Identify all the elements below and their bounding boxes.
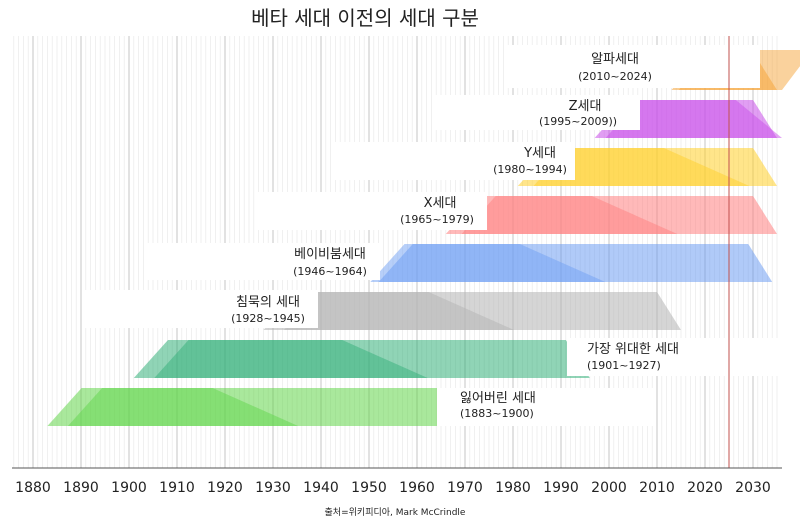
- generation-range: (1883~1900): [460, 407, 534, 420]
- generation-range: (1965~1979): [400, 213, 474, 226]
- generation-range: (1946~1964): [293, 265, 367, 278]
- x-tick-label: 2000: [591, 480, 627, 496]
- band-2: [432, 95, 782, 138]
- generation-name: 침묵의 세대: [236, 295, 300, 310]
- band-1: [505, 45, 800, 90]
- band-core: [283, 292, 515, 330]
- x-tick-label: 1980: [495, 480, 531, 496]
- label-box: [145, 243, 380, 280]
- label-box: [255, 192, 487, 230]
- x-tick-label: 1880: [15, 480, 51, 496]
- band-core: [605, 100, 782, 138]
- band-core: [67, 388, 299, 426]
- generation-range: (1928~1945): [231, 312, 305, 325]
- band-8: [47, 388, 655, 426]
- label-box: [335, 142, 575, 180]
- generation-name: Z세대: [569, 99, 602, 114]
- x-tick-label: 1960: [399, 480, 435, 496]
- chart-title: 베타 세대 이전의 세대 구분: [251, 6, 479, 30]
- band-core: [154, 340, 428, 378]
- label-box: [437, 388, 655, 426]
- x-tick-label: 2010: [639, 480, 675, 496]
- x-tick-label: 2030: [735, 480, 771, 496]
- generation-bands: [47, 45, 800, 426]
- x-tick-label: 1930: [255, 480, 291, 496]
- generation-name: 가장 위대한 세대: [587, 342, 679, 357]
- band-4: [255, 192, 777, 234]
- generation-name: Y세대: [523, 146, 556, 161]
- generation-name: 잃어버린 세대: [460, 391, 536, 406]
- x-tick-label: 1920: [207, 480, 243, 496]
- generation-name: 베이비붐세대: [294, 247, 366, 262]
- label-box: [85, 290, 318, 328]
- generation-name: X세대: [424, 196, 457, 211]
- label-box: [567, 338, 780, 376]
- band-3: [335, 142, 777, 186]
- label-box: [432, 95, 640, 130]
- x-tick-label: 1940: [303, 480, 339, 496]
- band-core: [461, 196, 678, 234]
- generation-range: (1980~1994): [493, 163, 567, 176]
- label-box: [505, 45, 760, 88]
- band-core: [533, 148, 750, 186]
- source-note: 출처=위키피디아, Mark McCrindle: [325, 506, 466, 518]
- x-tick-label: 1970: [447, 480, 483, 496]
- generation-name: 알파세대: [591, 52, 639, 67]
- x-tick-label: 1900: [111, 480, 147, 496]
- x-tick-label: 2020: [687, 480, 723, 496]
- x-axis: 1880 1890 1900 1910 1920 1930 1940 1950 1960 1970…: [12, 467, 782, 496]
- x-tick-label: 1990: [543, 480, 579, 496]
- band-7: [133, 338, 780, 378]
- generation-range: (1901~1927): [587, 359, 661, 372]
- x-tick-label: 1910: [159, 480, 195, 496]
- band-core: [370, 244, 606, 282]
- band-5: [145, 243, 773, 282]
- generation-range: (1995~2009)): [539, 115, 617, 128]
- generation-labels: 알파세대 (2010~2024) Z세대(1995~2009)) Y세대 (1980~1…: [231, 52, 679, 420]
- generation-range: (2010~2024): [578, 70, 652, 83]
- band-6: [85, 290, 681, 330]
- x-tick-label: 1950: [351, 480, 387, 496]
- x-tick-label: 1890: [63, 480, 99, 496]
